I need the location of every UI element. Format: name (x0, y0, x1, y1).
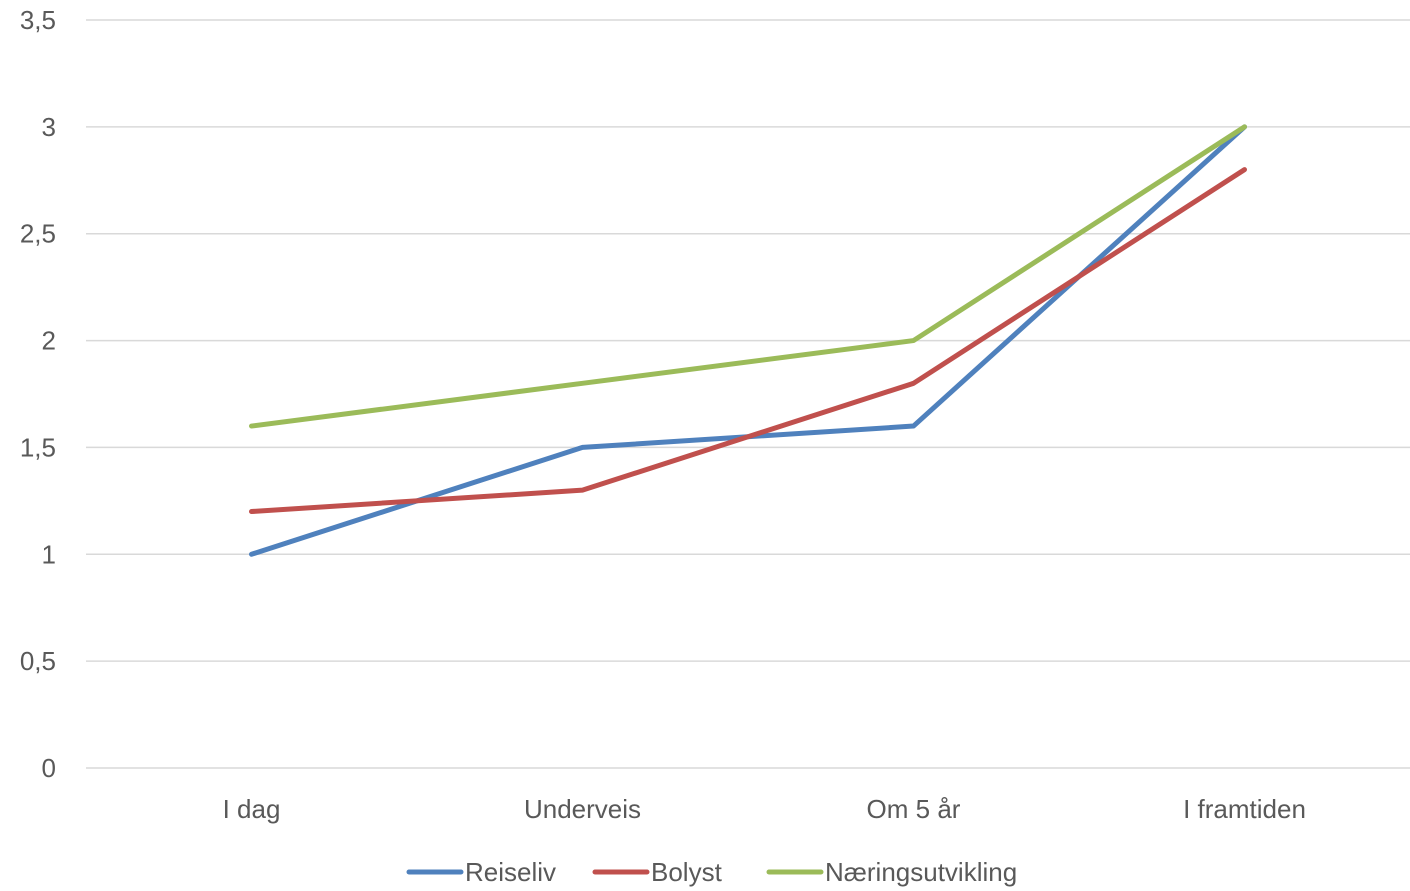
y-tick-label: 2 (42, 326, 56, 356)
legend-label: Reiseliv (465, 857, 556, 887)
legend-label: Næringsutvikling (825, 857, 1017, 887)
y-tick-label: 3,5 (20, 5, 56, 35)
x-tick-label: I dag (223, 794, 281, 824)
series-lines (249, 124, 1247, 557)
y-tick-label: 2,5 (20, 219, 56, 249)
series-line-bolyst (249, 167, 1247, 515)
y-tick-label: 0,5 (20, 646, 56, 676)
y-tick-label: 1 (42, 539, 56, 569)
x-tick-label: Om 5 år (867, 794, 961, 824)
legend-label: Bolyst (651, 857, 723, 887)
y-axis-tick-labels: 0 0,5 1 1,5 2 2,5 3 3,5 (20, 5, 56, 783)
x-tick-label: Underveis (524, 794, 641, 824)
legend: Reiseliv Bolyst Næringsutvikling (406, 857, 1017, 887)
x-axis-tick-labels: I dag Underveis Om 5 år I framtiden (223, 794, 1306, 824)
y-tick-label: 1,5 (20, 432, 56, 462)
series-line-næringsutvikling (249, 124, 1247, 429)
y-tick-label: 0 (42, 753, 56, 783)
x-tick-label: I framtiden (1183, 794, 1306, 824)
y-tick-label: 3 (42, 112, 56, 142)
gridlines (86, 19, 1410, 769)
